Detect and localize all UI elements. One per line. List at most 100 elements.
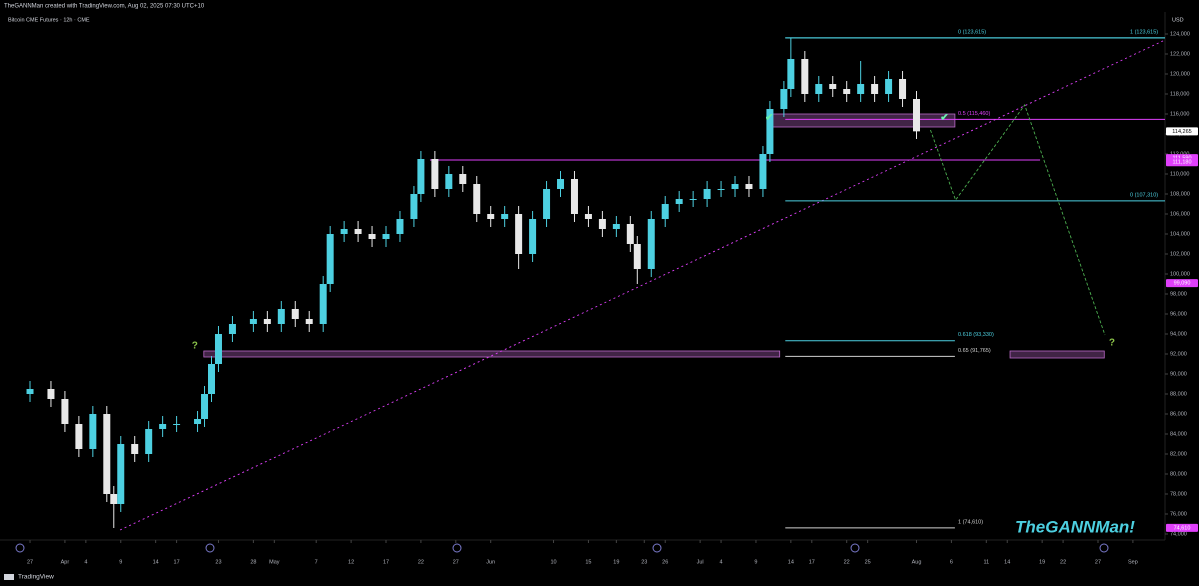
candle-body: [843, 89, 851, 94]
x-tick-label: Sep: [1128, 559, 1138, 565]
x-tick-label: 27: [1095, 559, 1101, 565]
candle-body: [228, 324, 236, 334]
candle-body: [305, 319, 313, 324]
candle-body: [354, 229, 362, 234]
candle-body: [515, 214, 523, 254]
candle-body: [801, 59, 809, 94]
time-icons: [15, 543, 1109, 553]
icon: [15, 543, 25, 553]
zone: [1009, 350, 1105, 359]
candle-body: [871, 84, 879, 94]
icon: [652, 543, 662, 553]
overlays: 0 (123,615) 1 (123,615) 0.5 (115,460) 0 (10…: [119, 29, 1166, 531]
candle-body: [543, 189, 551, 219]
unit-label: USD: [1172, 17, 1184, 23]
x-tick-label: Aug: [912, 559, 922, 565]
y-tick-label: 106,000: [1170, 211, 1190, 217]
x-tick-label: Apr: [61, 559, 70, 565]
x-tick-label: Jun: [486, 559, 495, 565]
candles: [26, 37, 921, 528]
x-tick-label: 15: [585, 559, 591, 565]
x-tick-label: 27: [27, 559, 33, 565]
zone: [203, 350, 781, 358]
trendline: [119, 39, 1166, 531]
x-tick-label: 17: [809, 559, 815, 565]
price-tag: [1166, 158, 1198, 167]
candle-body: [459, 174, 467, 184]
y-tick-label: 120,000: [1170, 71, 1190, 77]
icon: [1099, 543, 1109, 553]
candle-body: [214, 334, 222, 364]
candle-body: [857, 84, 865, 94]
annotation-mark: ?: [1109, 338, 1115, 349]
x-tick-label: 27: [453, 559, 459, 565]
candle-body: [633, 244, 641, 269]
candle-body: [201, 394, 209, 419]
x-tick-label: 7: [315, 559, 318, 565]
x-tick-label: 19: [1039, 559, 1045, 565]
candle-body: [319, 284, 327, 324]
candle-body: [340, 229, 348, 234]
icon: [205, 543, 215, 553]
fib-label: 0.5 (115,460): [958, 111, 990, 117]
header: TheGANNMan created with TradingView.com,…: [4, 4, 205, 10]
candle-body: [75, 424, 83, 449]
candle-body: [410, 194, 418, 219]
x-tick-label: 9: [754, 559, 757, 565]
candle-body: [277, 309, 285, 324]
y-tick-label: 124,000: [1170, 31, 1190, 37]
y-tick-label: 74,000: [1170, 531, 1187, 537]
candle-body: [529, 219, 537, 254]
y-tick-label: 78,000: [1170, 491, 1187, 497]
candle-body: [159, 424, 167, 429]
x-tick-label: 22: [844, 559, 850, 565]
candle-body: [431, 159, 439, 189]
candle-body: [570, 179, 578, 214]
x-tick-label: 4: [720, 559, 723, 565]
candle-body: [899, 79, 907, 99]
y-tick-label: 102,000: [1170, 251, 1190, 257]
fib-label: 1 (74,610): [958, 519, 983, 525]
candle-body: [501, 214, 509, 219]
watermark: TheGANNMan!: [1015, 517, 1135, 536]
candle-body: [249, 319, 257, 324]
price-tag: [1166, 279, 1198, 288]
y-tick-label: 84,000: [1170, 431, 1187, 437]
candle-body: [117, 444, 125, 504]
price-tag: [1166, 523, 1198, 532]
y-tick-label: 92,000: [1170, 351, 1187, 357]
y-tick-label: 96,000: [1170, 311, 1187, 317]
candle-body: [626, 224, 634, 244]
fib-label: 0.618 (93,330): [958, 332, 994, 338]
y-tick-label: 82,000: [1170, 451, 1187, 457]
x-tick-label: Jul: [697, 559, 704, 565]
fib-label: 0 (107,310): [1130, 192, 1158, 198]
candle-body: [913, 99, 921, 132]
x-tick-label: 14: [1004, 559, 1010, 565]
annotation-mark: ✔: [765, 113, 773, 124]
candle-body: [445, 174, 453, 189]
y-tick-label: 86,000: [1170, 411, 1187, 417]
candle-body: [208, 364, 216, 394]
candle-body: [131, 444, 139, 454]
icon: [850, 543, 860, 553]
y-tick-label: 108,000: [1170, 191, 1190, 197]
fib-label: 0.65 (91,765): [958, 348, 991, 354]
projection: [930, 104, 1106, 336]
price-tag-label: 74,610: [1174, 525, 1191, 531]
candle-body: [368, 234, 376, 239]
x-tick-label: 11: [983, 559, 989, 565]
candle-body: [612, 224, 620, 229]
logo: [4, 574, 14, 580]
candle-body: [173, 424, 181, 425]
y-tick-label: 110,000: [1170, 171, 1189, 177]
y-tick-label: 80,000: [1170, 471, 1187, 477]
x-tick-label: 26: [662, 559, 668, 565]
x-tick-label: 28: [250, 559, 256, 565]
candle-body: [780, 89, 788, 109]
candle-body: [326, 234, 334, 284]
price-tag-label: 111,180: [1172, 160, 1191, 166]
candle-body: [473, 184, 481, 214]
